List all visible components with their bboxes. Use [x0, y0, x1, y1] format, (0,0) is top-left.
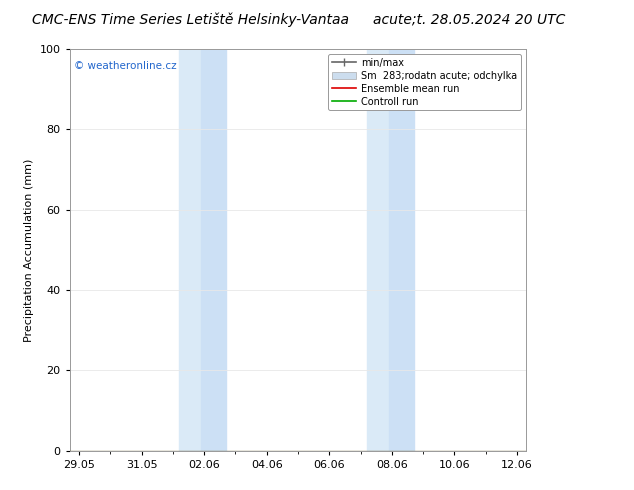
Text: © weatheronline.cz: © weatheronline.cz [74, 61, 177, 71]
Y-axis label: Precipitation Accumulation (mm): Precipitation Accumulation (mm) [24, 158, 34, 342]
Legend: min/max, Sm  283;rodatn acute; odchylka, Ensemble mean run, Controll run: min/max, Sm 283;rodatn acute; odchylka, … [328, 54, 521, 110]
Bar [179, 49, 201, 451]
Bar [366, 49, 389, 451]
Text: acute;t. 28.05.2024 20 UTC: acute;t. 28.05.2024 20 UTC [373, 12, 566, 26]
Text: CMC-ENS Time Series Letiště Helsinky-Vantaa: CMC-ENS Time Series Letiště Helsinky-Van… [32, 12, 349, 27]
Bar [389, 49, 413, 451]
Bar [201, 49, 226, 451]
